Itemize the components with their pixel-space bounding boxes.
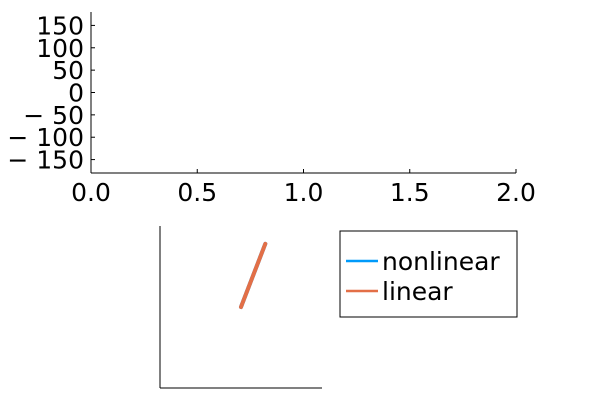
series-line-linear xyxy=(239,241,268,309)
y-tick-label: 100 xyxy=(36,34,84,63)
top-x-ticks: 0.0 0.5 1.0 1.5 2.0 xyxy=(71,169,536,207)
legend-label-nonlinear: nonlinear xyxy=(382,247,500,276)
y-tick-label: 150 xyxy=(36,11,84,40)
y-tick-label: 50 xyxy=(52,56,84,85)
x-tick-label: 2.0 xyxy=(496,178,536,207)
legend: nonlinear linear xyxy=(339,230,518,318)
x-tick-label: 0.0 xyxy=(71,178,111,207)
x-tick-label: 1.5 xyxy=(390,178,430,207)
x-tick-label: 0.5 xyxy=(177,178,217,207)
legend-box xyxy=(339,230,518,318)
y-tick-label: − 100 xyxy=(7,123,84,152)
bottom-subplot xyxy=(159,226,322,389)
y-tick-label: 0 xyxy=(68,79,84,108)
bottom-series xyxy=(239,241,268,309)
y-tick-label: − 50 xyxy=(23,101,84,130)
x-tick-label: 1.0 xyxy=(284,178,324,207)
y-tick-label: − 150 xyxy=(7,146,84,175)
legend-label-linear: linear xyxy=(382,277,453,306)
